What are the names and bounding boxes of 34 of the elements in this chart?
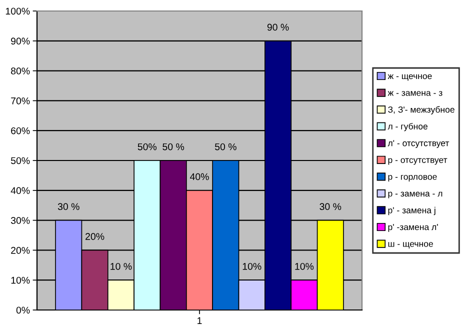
data-label: 40% [190, 173, 209, 180]
legend-label: ж - щечное [388, 74, 432, 81]
y-tick-label: 60% [11, 127, 30, 134]
x-tick-label: 1 [198, 317, 202, 324]
legend-label: л' - отсутствует [388, 140, 450, 148]
y-tick-label: 50% [10, 157, 30, 164]
y-tick-label: 0% [16, 306, 30, 314]
y-tick-label: 100% [6, 8, 30, 15]
data-label: 50 % [214, 143, 236, 150]
legend-label: р' - замена j [388, 206, 436, 216]
data-label: 50 % [162, 143, 184, 150]
legend-label: р' -замена л' [388, 224, 438, 232]
legend-label: З, З'- межзубное [388, 106, 454, 114]
data-label: 10% [242, 262, 262, 270]
data-label: 20% [86, 233, 104, 240]
data-label: 50% [138, 143, 157, 150]
y-tick-label: 20% [11, 246, 30, 254]
y-tick-label: 40% [10, 187, 30, 194]
legend-label: ш - щечное [388, 242, 433, 249]
y-tick-label: 80% [11, 68, 30, 74]
legend-label: р - замена - л [388, 192, 442, 198]
y-tick-label: 30% [10, 217, 30, 224]
data-label: 10% [295, 262, 314, 270]
legend-label: р - горловое [388, 174, 437, 182]
data-label: 10 % [110, 262, 132, 270]
data-label: 30 % [58, 203, 80, 210]
y-tick-label: 90% [11, 38, 30, 45]
legend-label: л - губное [388, 122, 428, 132]
data-label: 30 % [320, 203, 342, 210]
y-tick-label: 70% [11, 97, 30, 104]
y-tick-label: 10% [11, 276, 30, 284]
legend-label: ж - замена - з [388, 91, 442, 96]
legend-label: р - отсутствует [388, 158, 448, 165]
data-label: 90 % [267, 24, 289, 31]
